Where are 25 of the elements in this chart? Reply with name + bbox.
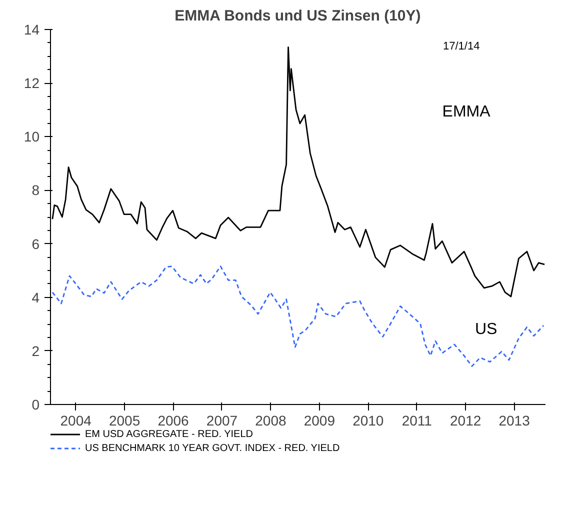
annotation: 17/1/14 — [443, 40, 480, 52]
y-tick-label: 2 — [32, 342, 40, 359]
y-tick-label: 8 — [32, 182, 40, 198]
y-tick-label: 10 — [24, 128, 40, 145]
annotation: US — [474, 321, 498, 338]
y-tick-label: 6 — [32, 236, 40, 252]
x-tick-label: 2006 — [158, 412, 190, 428]
y-tick-label: 4 — [32, 289, 40, 306]
y-tick-label: 0 — [32, 396, 40, 412]
x-tick-label: 2012 — [450, 412, 482, 428]
x-tick-label: 2013 — [498, 412, 530, 428]
x-tick-label: 2007 — [206, 412, 238, 428]
y-tick-label: 12 — [24, 75, 40, 92]
x-tick-label: 2011 — [402, 412, 432, 428]
y-tick-label: 14 — [24, 22, 40, 38]
legend-label: US BENCHMARK 10 YEAR GOVT. INDEX - RED. YIELD — [85, 442, 340, 454]
line-series — [52, 266, 544, 367]
chart-title: EMMA Bonds und US Zinsen (10Y) — [174, 8, 421, 24]
annotation: EMMA — [442, 104, 491, 120]
x-tick-label: 2005 — [108, 412, 140, 428]
x-tick-label: 2009 — [304, 412, 336, 428]
x-tick-label: 2004 — [60, 412, 92, 428]
x-tick-label: 2008 — [255, 412, 287, 428]
legend-label: EM USD AGGREGATE - RED. YIELD — [85, 428, 253, 440]
x-tick-label: 2010 — [352, 412, 384, 428]
